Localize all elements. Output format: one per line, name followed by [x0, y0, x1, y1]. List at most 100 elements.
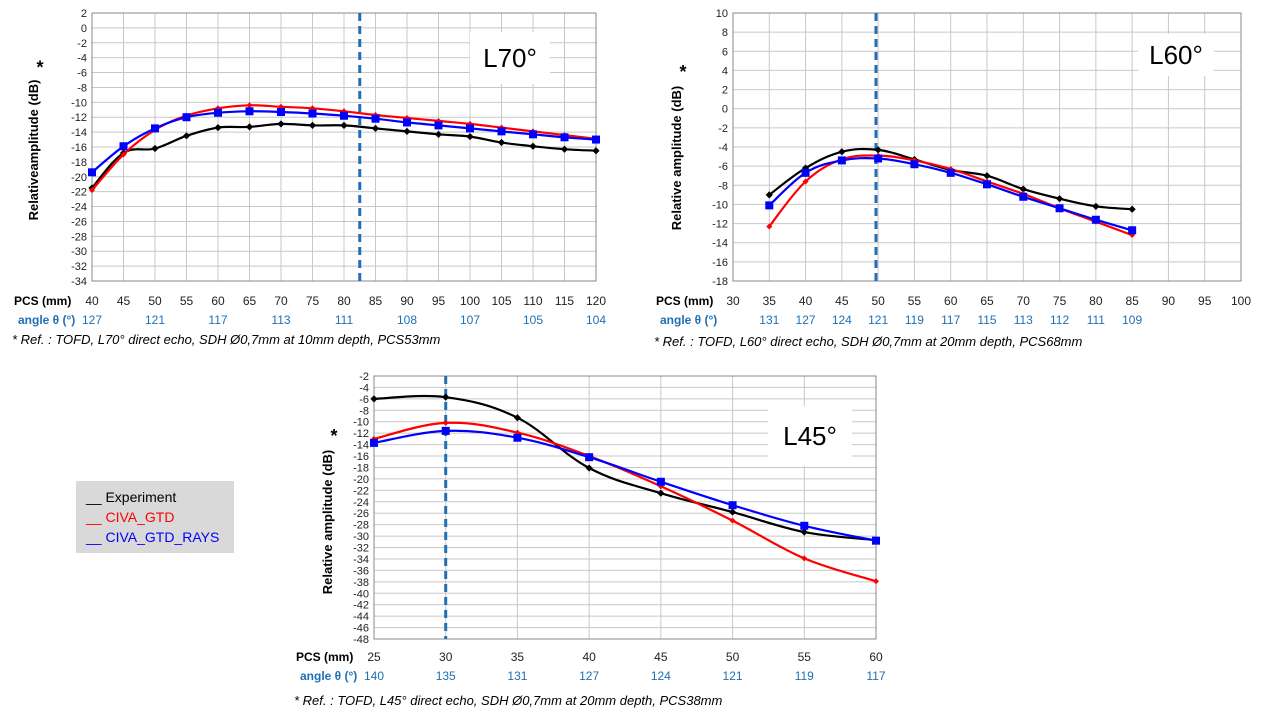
y-tick-label: -36 [353, 565, 369, 577]
data-point-experiment [308, 121, 317, 130]
data-point-civa-gtd-rays [308, 109, 317, 118]
x-tick-label: 65 [243, 294, 257, 308]
x-tick-label: 100 [1231, 294, 1251, 308]
data-point-civa-gtd-rays [1019, 192, 1028, 201]
angle-tick-label: 109 [1122, 313, 1142, 327]
legend-item-civa-gtd: __ CIVA_GTD [86, 509, 175, 525]
data-point-experiment [513, 414, 522, 422]
y-tick-label: -26 [353, 508, 369, 520]
angle-tick-label: 127 [82, 313, 102, 327]
angle-tick-label: 124 [651, 669, 671, 683]
data-point-experiment [466, 132, 474, 141]
y-tick-label: 2 [81, 8, 87, 20]
data-point-civa-gtd [246, 102, 253, 109]
x-tick-label: 25 [367, 650, 381, 664]
data-point-experiment [529, 142, 537, 150]
data-point-experiment [1128, 205, 1136, 213]
y-tick-label: -16 [712, 257, 728, 269]
data-point-civa-gtd-rays [1055, 204, 1064, 213]
angle-tick-label: 121 [145, 313, 165, 327]
x-tick-label: 65 [980, 294, 994, 308]
y-tick-label: -28 [71, 231, 87, 243]
angle-tick-label: 140 [364, 669, 384, 683]
y-tick-label: -12 [71, 112, 87, 124]
data-point-civa-gtd-rays [277, 108, 285, 117]
angle-tick-label: 127 [796, 313, 816, 327]
data-point-civa-gtd-rays [497, 127, 506, 136]
y-axis-label-asterisk: * [36, 57, 43, 77]
data-point-experiment [403, 127, 411, 135]
x-tick-label: 75 [306, 294, 320, 308]
y-tick-label: -12 [353, 428, 369, 440]
x-tick-label: 45 [117, 294, 131, 308]
x-tick-label: 45 [654, 650, 668, 664]
y-tick-label: 2 [722, 85, 728, 97]
data-point-civa-gtd-rays [801, 168, 810, 177]
data-point-experiment [1055, 195, 1064, 203]
data-point-civa-gtd-rays [1128, 226, 1137, 235]
x-tick-label: 35 [511, 650, 525, 664]
y-tick-label: -4 [359, 382, 369, 394]
x-tick-label: 110 [523, 294, 542, 308]
data-point-civa-gtd [120, 151, 127, 158]
angle-tick-label: 117 [866, 669, 885, 683]
angle-tick-label: 131 [759, 313, 779, 327]
y-tick-label: 0 [81, 23, 87, 35]
data-point-experiment [592, 147, 600, 155]
data-point-civa-gtd-rays [371, 114, 380, 123]
angle-tick-label: 105 [523, 313, 543, 327]
y-tick-label: -24 [353, 497, 369, 509]
data-point-civa-gtd-rays [529, 130, 537, 139]
x-tick-label: 55 [908, 294, 922, 308]
y-axis-label: Relative amplitude (dB) [669, 86, 684, 230]
y-tick-label: -14 [712, 238, 728, 250]
data-point-experiment [560, 145, 569, 153]
data-point-civa-gtd-rays [370, 438, 378, 447]
series-experiment [370, 393, 880, 544]
x-tick-label: 95 [432, 294, 446, 308]
angle-axis-label: angle θ (°) [660, 313, 717, 327]
data-point-experiment [728, 508, 737, 516]
data-point-civa-gtd-rays [585, 453, 594, 462]
data-point-civa-gtd-rays [340, 111, 348, 120]
chart-title-box [470, 32, 550, 84]
x-tick-label: 50 [148, 294, 162, 308]
y-tick-label: -22 [71, 187, 87, 199]
angle-axis-label: angle θ (°) [300, 669, 357, 683]
data-point-experiment [983, 172, 991, 180]
angle-tick-label: 111 [335, 313, 354, 327]
data-point-civa-gtd [873, 578, 879, 585]
chart-title: L70° [483, 43, 537, 73]
y-tick-label: -20 [71, 172, 87, 184]
angle-tick-label: 113 [271, 313, 290, 327]
y-tick-label: -12 [712, 219, 728, 231]
data-point-experiment [370, 395, 378, 403]
x-tick-label: 40 [85, 294, 99, 308]
y-tick-label: -18 [353, 462, 369, 474]
plot-area-border [91, 12, 597, 282]
x-tick-label: 75 [1053, 294, 1067, 308]
data-point-experiment [434, 130, 443, 138]
legend-item-civa-gtd-rays: __ CIVA_GTD_RAYS [86, 529, 220, 545]
data-point-civa-gtd-rays [872, 536, 880, 545]
x-tick-label: 120 [586, 294, 606, 308]
y-tick-label: -40 [353, 588, 369, 600]
x-tick-label: 30 [726, 294, 740, 308]
angle-tick-label: 135 [436, 669, 456, 683]
y-tick-label: 4 [722, 65, 728, 77]
y-tick-label: -2 [359, 371, 369, 383]
y-tick-label: -8 [77, 82, 87, 94]
y-tick-label: -18 [71, 157, 87, 169]
x-tick-label: 60 [944, 294, 958, 308]
data-point-civa-gtd-rays [728, 501, 737, 510]
data-point-civa-gtd-rays [656, 477, 665, 486]
y-tick-label: 0 [722, 104, 728, 116]
x-tick-label: 50 [871, 294, 885, 308]
y-tick-label: -4 [718, 142, 728, 154]
y-tick-label: -38 [353, 577, 369, 589]
angle-tick-label: 117 [941, 313, 960, 327]
data-point-civa-gtd [729, 517, 736, 524]
x-tick-label: 70 [274, 294, 288, 308]
data-point-experiment [1019, 185, 1027, 193]
reference-caption: * Ref. : TOFD, L70° direct echo, SDH Ø0,… [12, 332, 441, 347]
